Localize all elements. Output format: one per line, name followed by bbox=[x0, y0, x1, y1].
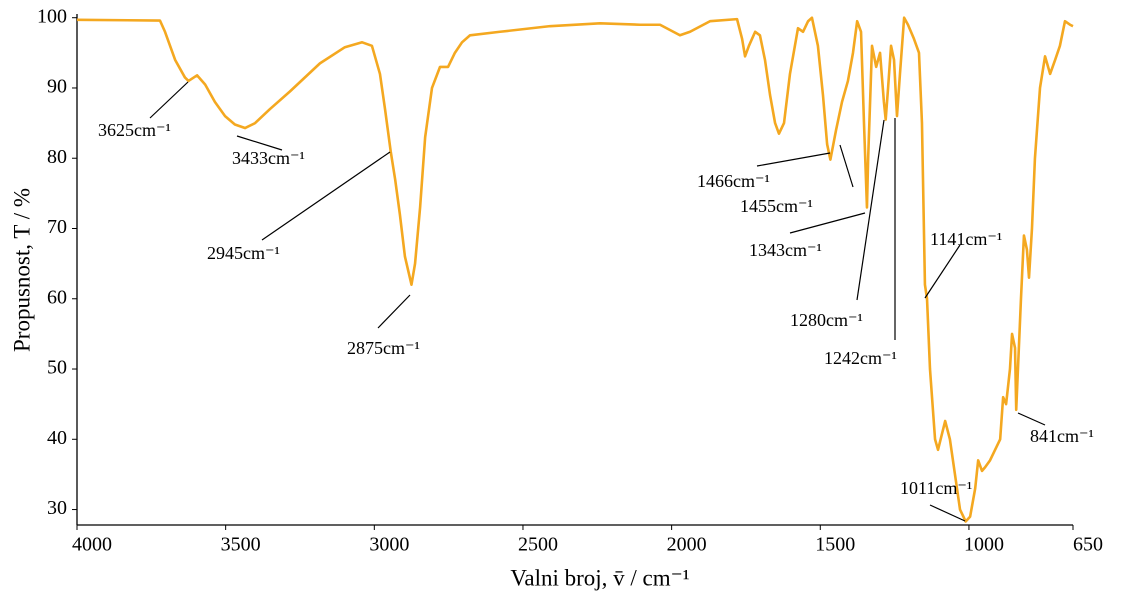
annotation-pointer bbox=[789, 212, 866, 234]
x-tick-label: 2500 bbox=[518, 534, 558, 556]
y-axis-label: Propusnost, T / % bbox=[9, 188, 34, 352]
y-tick-label: 70 bbox=[47, 216, 67, 238]
annotation: 1242cm⁻¹ bbox=[824, 348, 897, 368]
annotation-pointer bbox=[377, 294, 411, 329]
x-tick-label: 1000 bbox=[964, 534, 1004, 556]
annotation-pointer bbox=[236, 135, 283, 151]
annotation-pointer bbox=[149, 81, 189, 119]
annotation: 1455cm⁻¹ bbox=[740, 196, 813, 216]
annotation: 841cm⁻¹ bbox=[1030, 426, 1094, 446]
annotation: 1343cm⁻¹ bbox=[749, 240, 822, 260]
annotation-pointer bbox=[924, 244, 961, 299]
y-tick-label: 40 bbox=[47, 427, 67, 449]
y-tick-label: 60 bbox=[47, 286, 67, 308]
annotation: 3625cm⁻¹ bbox=[98, 120, 171, 140]
annotation: 1011cm⁻¹ bbox=[900, 478, 972, 498]
annotation-pointer bbox=[261, 151, 391, 241]
annotation-pointer bbox=[756, 152, 831, 167]
spectrum-line bbox=[76, 16, 1074, 523]
x-tick-label: 1500 bbox=[815, 534, 855, 556]
annotation: 1466cm⁻¹ bbox=[697, 171, 770, 191]
y-tick-label: 90 bbox=[47, 76, 67, 98]
x-axis-label: Valni broj, v̄ / cm⁻¹ bbox=[510, 565, 689, 590]
annotation-pointer bbox=[929, 504, 966, 522]
y-tick-label: 30 bbox=[47, 497, 67, 519]
y-tick-label: 100 bbox=[37, 5, 67, 27]
x-tick-label: 4000 bbox=[72, 534, 112, 556]
y-tick-label: 50 bbox=[47, 357, 67, 379]
annotation: 2875cm⁻¹ bbox=[347, 338, 420, 358]
annotation: 1141cm⁻¹ bbox=[930, 229, 1002, 249]
x-tick-label: 2000 bbox=[667, 534, 707, 556]
y-tick-label: 80 bbox=[47, 146, 67, 168]
annotation: 2945cm⁻¹ bbox=[207, 243, 280, 263]
annotation-pointer bbox=[1017, 412, 1046, 426]
annotation: 1280cm⁻¹ bbox=[790, 310, 863, 330]
x-tick-label: 650 bbox=[1073, 534, 1103, 556]
annotation-pointer bbox=[856, 119, 885, 301]
x-tick-label: 3000 bbox=[369, 534, 409, 556]
annotation-pointer bbox=[839, 144, 854, 188]
annotation: 3433cm⁻¹ bbox=[232, 148, 305, 168]
x-tick-label: 3500 bbox=[221, 534, 261, 556]
